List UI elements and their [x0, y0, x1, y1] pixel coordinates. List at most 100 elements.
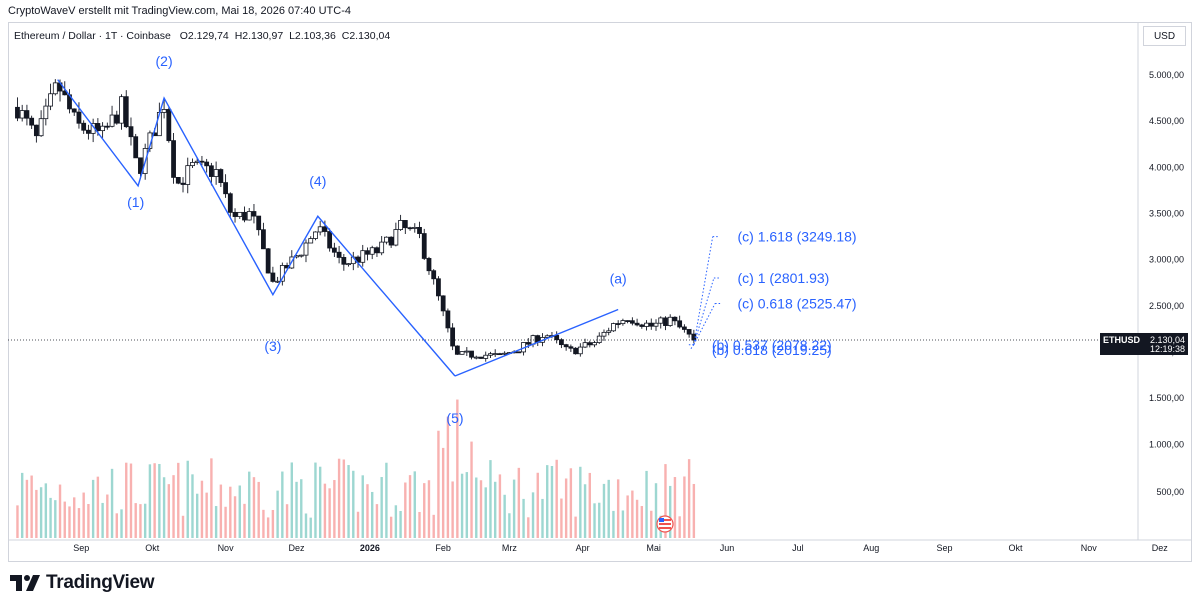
candle-up — [601, 331, 607, 337]
candle-down — [440, 295, 446, 312]
volume-bar — [143, 503, 147, 538]
candle-down — [175, 177, 181, 184]
candle-down — [208, 165, 214, 177]
volume-bar — [555, 459, 558, 538]
candle-up — [488, 353, 493, 356]
volume-bar — [44, 483, 48, 538]
candle-up — [161, 109, 167, 113]
candle-down — [497, 353, 503, 356]
currency-selector[interactable]: USD — [1143, 26, 1186, 46]
candle-down — [421, 233, 427, 259]
price-tag-box — [1100, 332, 1188, 355]
volume-bar — [148, 464, 152, 538]
candle-up — [606, 330, 612, 333]
candle-up — [19, 110, 25, 119]
fib-projection-line — [693, 236, 714, 345]
candle-down — [166, 109, 172, 142]
volume-bar — [309, 517, 312, 538]
volume-bar — [77, 508, 81, 538]
candle-down — [672, 316, 678, 322]
candle-down — [95, 123, 101, 132]
volume-bar — [427, 480, 431, 538]
candle-up — [38, 118, 44, 137]
fib-projections: (c) 1.618 (3249.18) (c) 1 (2801.93) (c) 0.… — [688, 229, 857, 358]
price-axis: 5.000,00 4.500,00 4.000,00 3.500,00 3.000,00… — [1137, 22, 1184, 540]
volume-bar — [692, 483, 696, 538]
candle-up — [611, 323, 616, 332]
candle-up — [464, 350, 470, 353]
volume-bar — [389, 516, 393, 538]
time-tick-label: Mrz — [502, 543, 517, 553]
price-tick-label: 1.000,00 — [1149, 439, 1184, 449]
volume-bar — [219, 484, 223, 538]
volume-bar — [531, 492, 535, 538]
candle-up — [275, 280, 281, 283]
volume-bar — [669, 485, 672, 538]
time-tick-label: Jun — [720, 543, 735, 553]
volume-bar — [456, 399, 459, 538]
candle-up — [308, 238, 314, 244]
volume-bar — [441, 447, 445, 538]
candle-up — [483, 354, 489, 359]
candle-down — [431, 270, 437, 280]
wave-labels: (1) (2) (3) (4) (5) (a) — [127, 53, 627, 426]
volume-bar — [106, 494, 109, 538]
volume-bar — [115, 513, 118, 538]
price-tag: ETHUSD 2.130,04 12:19:38 — [1100, 332, 1188, 355]
candle-up — [398, 220, 403, 230]
wave-label: (a) — [610, 271, 627, 287]
candle-down — [327, 231, 333, 249]
volume-bar — [635, 499, 639, 538]
volume-bar — [243, 503, 246, 538]
volume-bar — [352, 470, 355, 538]
candle-up — [577, 346, 583, 355]
volume-bar — [196, 493, 199, 538]
candle-down — [86, 129, 91, 134]
volume-bar — [49, 497, 52, 538]
volume-bar — [342, 459, 346, 538]
volume-bar — [233, 496, 237, 538]
candle-down — [516, 351, 522, 354]
volume-bar — [333, 480, 336, 538]
us-flag-icon[interactable] — [656, 515, 674, 533]
volume-bar — [432, 514, 435, 538]
candle-down — [180, 182, 186, 185]
candle-down — [331, 247, 337, 253]
volume-bar — [626, 495, 629, 538]
tradingview-logo[interactable]: TradingView — [10, 572, 155, 594]
volume-bar — [158, 463, 161, 538]
candle-down — [265, 248, 271, 274]
candle-down — [227, 193, 233, 213]
candle-down — [677, 320, 683, 328]
volume-bar — [110, 468, 114, 538]
symbol-info: Ethereum / Dollar · 1T · Coinbase O2.129… — [14, 30, 393, 42]
volume-bar — [687, 459, 691, 538]
volume-bar — [437, 430, 440, 538]
fib-projection-line — [693, 277, 715, 345]
fib-level-label: (c) 1.618 (3249.18) — [738, 229, 857, 245]
candles — [15, 79, 697, 362]
volume-bar — [210, 458, 213, 538]
volume-bar — [541, 498, 544, 538]
volume-bar — [512, 479, 516, 538]
candle-up — [620, 320, 626, 325]
volume-bar — [489, 460, 492, 538]
volume-bar — [536, 472, 539, 538]
volume-bar — [262, 509, 265, 538]
volume-bar — [205, 492, 208, 538]
candle-down — [223, 182, 228, 195]
volume-bar — [593, 503, 596, 538]
volume-bar — [588, 472, 591, 538]
wave-lines — [57, 79, 619, 377]
candle-up — [502, 352, 508, 355]
volume-bar — [664, 464, 667, 538]
time-tick-label: Sep — [937, 543, 953, 553]
candle-down — [445, 310, 451, 329]
candle-down — [681, 326, 687, 330]
candle-down — [341, 257, 347, 265]
ohlc-close: C2.130,04 — [341, 30, 391, 42]
fib-projection-line — [693, 303, 716, 345]
time-tick-label: Mai — [646, 543, 661, 553]
candle-up — [100, 125, 105, 132]
